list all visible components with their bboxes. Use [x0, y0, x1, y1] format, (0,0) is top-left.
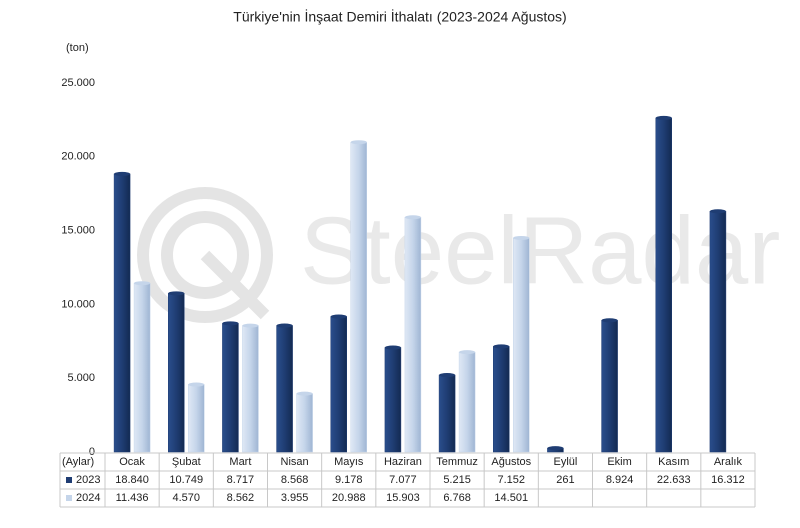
bar [222, 323, 239, 453]
x-tick-label: Ağustos [491, 456, 531, 468]
y-tick-label: 20.000 [61, 151, 95, 163]
bar-cap [114, 171, 131, 176]
table-value: 8.562 [227, 492, 255, 504]
table-value: 7.152 [497, 474, 525, 486]
table-value: 11.436 [116, 492, 149, 504]
table-value: 20.988 [332, 492, 366, 504]
bar [113, 173, 131, 453]
bar [655, 117, 672, 453]
table-value: 8.568 [281, 474, 309, 486]
bar-cap [601, 318, 618, 323]
table-value: 5.215 [443, 474, 471, 486]
bar-cap [547, 446, 564, 451]
bar-cap [134, 281, 151, 286]
bar [493, 346, 510, 453]
table-value: 9.178 [335, 474, 363, 486]
bar-cap [350, 140, 367, 145]
x-tick-label: Nisan [281, 456, 309, 468]
x-tick-label: Ekim [607, 456, 631, 468]
bar [276, 325, 293, 453]
bar [438, 374, 456, 453]
bar [188, 384, 205, 453]
x-tick-label: Ocak [119, 456, 145, 468]
bar [384, 347, 402, 453]
bar-cap [276, 323, 293, 328]
bar [330, 316, 347, 453]
y-tick-label: 15.000 [61, 225, 95, 237]
bar-cap [384, 345, 401, 350]
x-tick-label: Eylül [553, 456, 577, 468]
x-label: (Aylar) [62, 456, 94, 468]
y-unit: (ton) [66, 42, 89, 54]
bar [513, 237, 530, 453]
table-value: 7.077 [389, 474, 417, 486]
table-value: 18.840 [115, 474, 149, 486]
table-value: 14.501 [494, 492, 528, 504]
x-tick-label: Mayıs [334, 456, 364, 468]
chart-title: Türkiye'nin İnşaat Demiri İthalatı (2023… [233, 8, 566, 25]
legend-key [66, 477, 72, 483]
bar-cap [168, 291, 185, 296]
legend-label: 2024 [76, 492, 100, 504]
bar [350, 141, 367, 453]
x-tick-label: Temmuz [436, 456, 478, 468]
legend-key [66, 495, 72, 501]
bar-cap [222, 321, 239, 326]
bar-cap [404, 215, 421, 220]
y-tick-label: 0 [89, 446, 95, 458]
bar-cap [709, 209, 726, 214]
bar [458, 351, 476, 453]
y-tick-label: 25.000 [61, 77, 95, 89]
table-value: 22.633 [657, 474, 691, 486]
bar-cap [459, 350, 476, 355]
table-value: 8.717 [227, 474, 255, 486]
table-value: 10.749 [169, 474, 203, 486]
table-value: 261 [556, 474, 574, 486]
bar-cap [242, 323, 259, 328]
bar [296, 393, 313, 453]
bar-cap [513, 235, 530, 240]
bar [601, 320, 618, 453]
table-value: 4.570 [172, 492, 200, 504]
table-value: 6.768 [443, 492, 471, 504]
bar-cap [330, 314, 347, 319]
x-tick-label: Aralık [714, 456, 743, 468]
watermark: SteelRadar [300, 197, 780, 304]
bar [168, 293, 185, 453]
y-tick-label: 5.000 [67, 372, 95, 384]
legend-label: 2023 [76, 474, 100, 486]
x-tick-label: Şubat [172, 456, 201, 468]
bar [242, 325, 259, 453]
bar-cap [493, 344, 510, 349]
bar-cap [439, 373, 456, 378]
table-value: 16.312 [711, 474, 745, 486]
table-value: 8.924 [606, 474, 634, 486]
bar-cap [188, 382, 205, 387]
bar-cap [296, 391, 313, 396]
x-tick-label: Haziran [384, 456, 422, 468]
y-tick-label: 10.000 [61, 298, 95, 310]
bar-cap [655, 115, 672, 120]
bar [133, 282, 151, 453]
x-tick-label: Mart [229, 456, 251, 468]
table-value: 15.903 [386, 492, 420, 504]
bar [709, 210, 727, 453]
table-value: 3.955 [281, 492, 309, 504]
bar [404, 217, 422, 453]
watermark-logo [137, 187, 273, 323]
x-tick-label: Kasım [658, 456, 689, 468]
